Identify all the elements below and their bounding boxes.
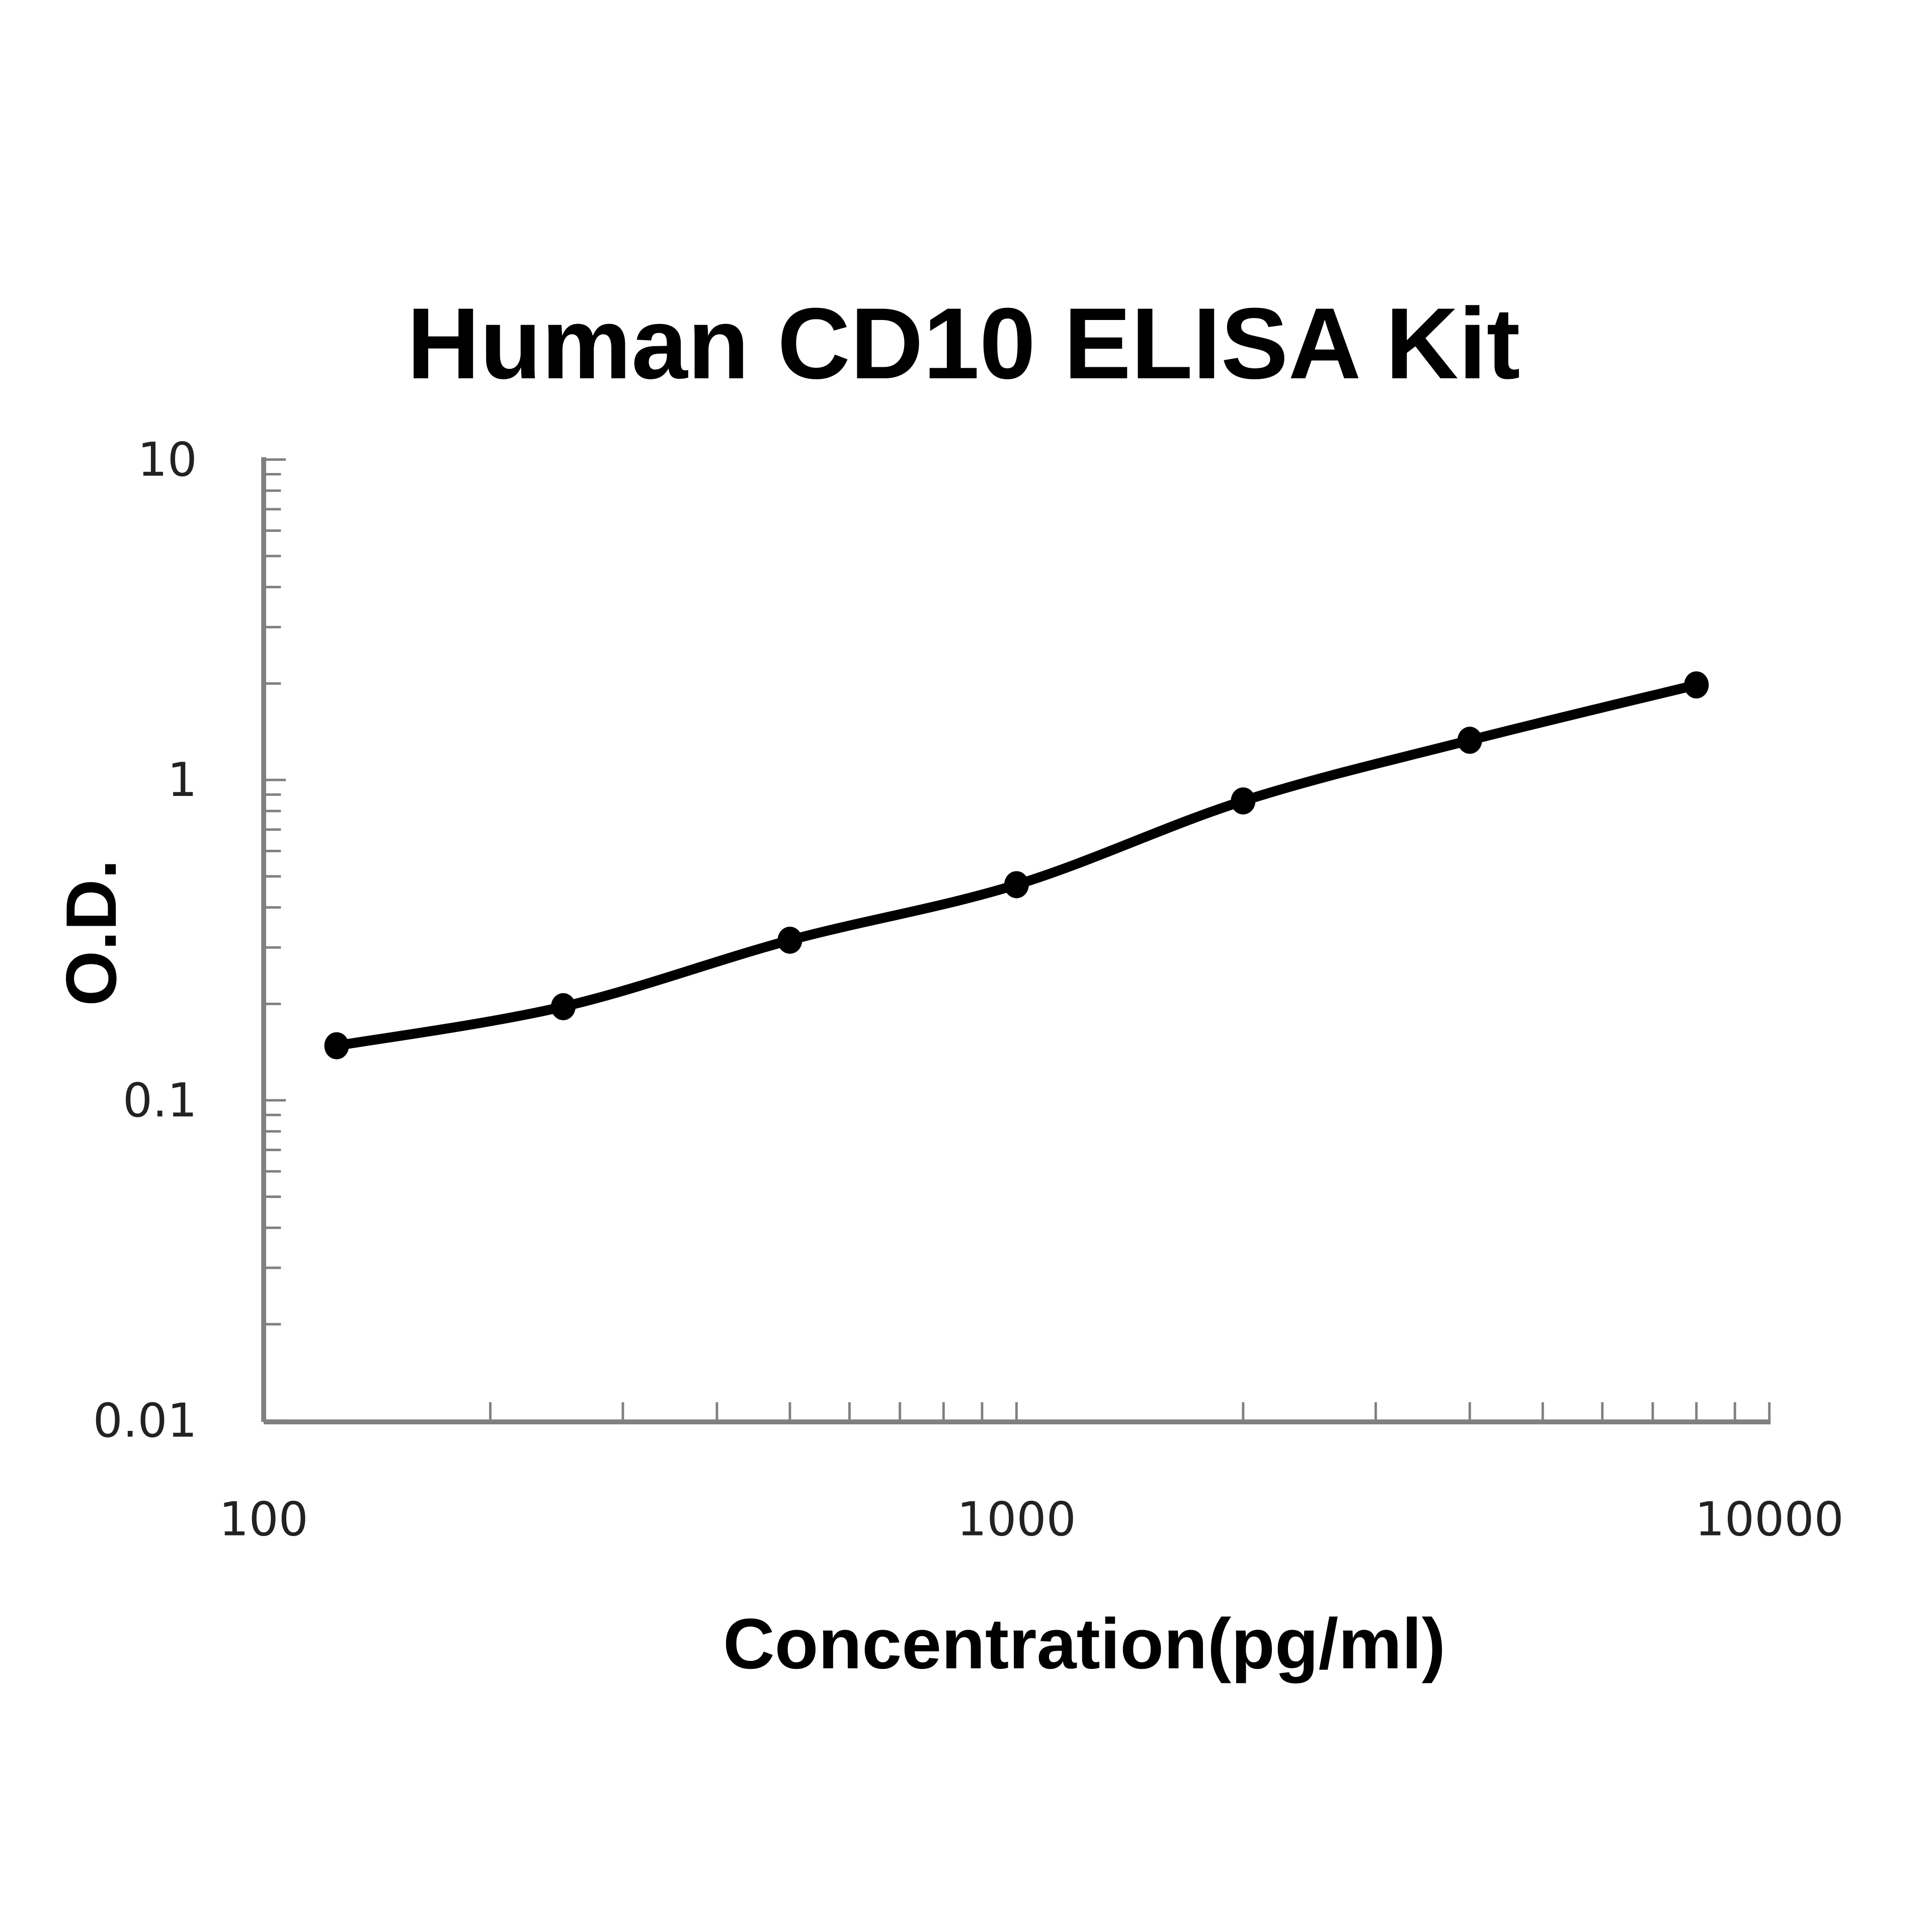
- y-axis-ticks: [264, 458, 286, 1422]
- x-tick-label-10000: 10000: [1695, 1492, 1844, 1546]
- data-point-marker: [1684, 671, 1709, 699]
- chart-title: Human CD10 ELISA Kit: [407, 287, 1520, 400]
- x-axis-title: Concentration(pg/ml): [723, 1604, 1445, 1684]
- x-tick-label-1000: 1000: [957, 1492, 1076, 1546]
- standard-curve-line: [332, 680, 1702, 1051]
- y-tick-label-0.1: 0.1: [123, 1073, 197, 1128]
- y-tick-label-10: 10: [137, 432, 197, 487]
- data-point-marker: [551, 993, 576, 1020]
- x-tick-label-100: 100: [219, 1492, 308, 1546]
- data-point-marker: [777, 926, 802, 954]
- x-axis-ticks: [262, 1402, 1771, 1422]
- y-tick-label-0.01: 0.01: [93, 1394, 197, 1448]
- data-points: [324, 671, 1709, 1060]
- y-tick-label-1: 1: [168, 753, 197, 807]
- data-point-marker: [1004, 871, 1029, 899]
- data-point-marker: [1231, 787, 1256, 815]
- data-point-marker: [1457, 727, 1482, 754]
- y-axis-title: O.D.: [51, 859, 131, 1006]
- data-point-marker: [324, 1032, 349, 1060]
